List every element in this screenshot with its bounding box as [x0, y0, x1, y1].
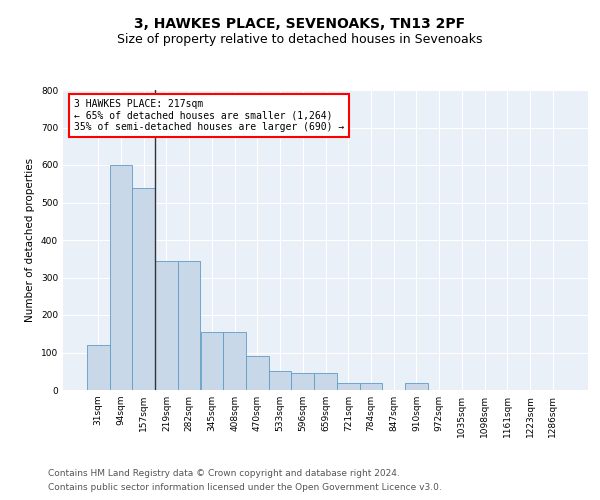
Bar — [359, 382, 382, 390]
Bar — [292, 373, 314, 390]
Bar — [87, 345, 110, 390]
Bar — [246, 356, 269, 390]
Bar — [133, 188, 155, 390]
Bar — [405, 382, 428, 390]
Text: Contains public sector information licensed under the Open Government Licence v3: Contains public sector information licen… — [48, 484, 442, 492]
Bar — [178, 260, 200, 390]
Text: Contains HM Land Registry data © Crown copyright and database right 2024.: Contains HM Land Registry data © Crown c… — [48, 468, 400, 477]
Bar — [269, 371, 292, 390]
Bar — [155, 260, 178, 390]
Text: Size of property relative to detached houses in Sevenoaks: Size of property relative to detached ho… — [117, 32, 483, 46]
Bar — [110, 165, 133, 390]
Bar — [337, 382, 359, 390]
Y-axis label: Number of detached properties: Number of detached properties — [25, 158, 35, 322]
Bar — [223, 332, 246, 390]
Text: 3 HAWKES PLACE: 217sqm
← 65% of detached houses are smaller (1,264)
35% of semi-: 3 HAWKES PLACE: 217sqm ← 65% of detached… — [74, 99, 344, 132]
Text: 3, HAWKES PLACE, SEVENOAKS, TN13 2PF: 3, HAWKES PLACE, SEVENOAKS, TN13 2PF — [134, 18, 466, 32]
Bar — [314, 373, 337, 390]
Bar — [200, 332, 223, 390]
